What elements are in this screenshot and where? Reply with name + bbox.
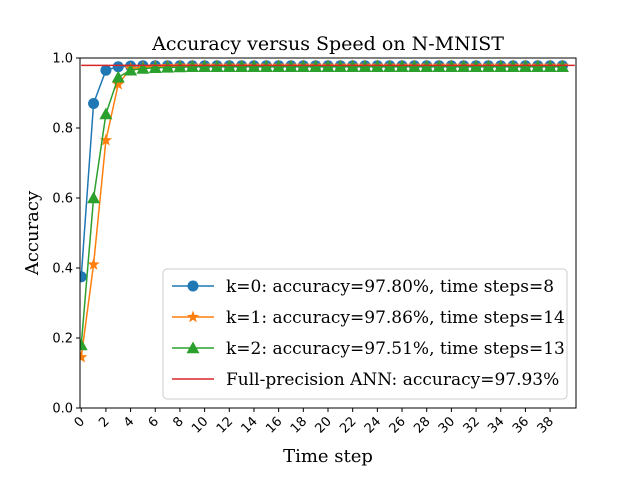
data-point (112, 77, 125, 90)
legend-marker (186, 341, 200, 354)
y-tick-label: 0.4 (52, 262, 73, 277)
data-point (112, 61, 124, 73)
legend-label: k=0: accuracy=97.80%, time steps=8 (226, 277, 554, 297)
y-tick-label: 1.0 (52, 52, 73, 67)
data-point (173, 60, 187, 73)
legend-label: k=2: accuracy=97.51%, time steps=13 (226, 339, 565, 359)
data-point (80, 271, 87, 283)
data-point (100, 64, 112, 76)
data-point (136, 62, 150, 74)
legend-item: k=0: accuracy=97.80%, time steps=8 (172, 277, 554, 297)
data-point (80, 338, 88, 351)
legend-item: Full-precision ANN: accuracy=97.93% (172, 370, 559, 390)
legend: k=0: accuracy=97.80%, time steps=8 k=1: a… (162, 268, 568, 400)
y-tick-label: 0.6 (52, 192, 73, 207)
data-point (87, 191, 101, 204)
legend-item: k=1: accuracy=97.86%, time steps=14 (172, 308, 565, 328)
legend-box (162, 268, 568, 400)
y-tick-label: 0.2 (52, 332, 73, 347)
legend-marker (186, 310, 200, 323)
data-point (111, 70, 125, 83)
chart-title: Accuracy versus Speed on N-MNIST (151, 33, 504, 55)
data-point (99, 133, 113, 146)
data-point (99, 107, 113, 120)
legend-marker (187, 280, 199, 292)
y-axis-label: Accuracy (22, 190, 43, 276)
legend-label: Full-precision ANN: accuracy=97.93% (226, 370, 559, 390)
legend-label: k=1: accuracy=97.86%, time steps=14 (226, 308, 565, 328)
data-point (88, 98, 100, 109)
data-point (148, 61, 162, 73)
data-point (80, 350, 88, 363)
y-tick-label: 0.8 (52, 122, 73, 137)
plot-area (80, 59, 575, 363)
series-line (80, 66, 563, 346)
legend-item: k=2: accuracy=97.51%, time steps=13 (172, 339, 565, 359)
data-point (87, 258, 100, 270)
y-tick-label: 0.0 (52, 402, 73, 417)
data-point (124, 63, 138, 76)
data-point (161, 60, 175, 73)
x-axis-label: Time step (283, 446, 373, 467)
